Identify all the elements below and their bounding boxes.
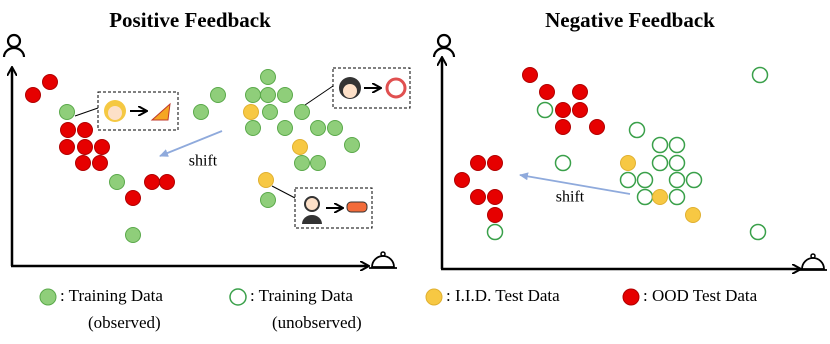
data-point [92,155,108,171]
data-point [260,87,276,103]
data-point [668,136,686,154]
user-icon [432,33,456,59]
data-point [260,69,276,85]
data-point [487,189,503,205]
data-point [292,139,308,155]
data-point [668,154,686,172]
data-point [651,154,669,172]
legend-label: : Training Data [60,286,163,305]
shift-arrow [519,172,631,195]
data-point [258,172,274,188]
data-point [470,155,486,171]
item-icon [368,251,398,269]
data-point [487,155,503,171]
data-point [25,87,41,103]
legend-marker [425,288,443,306]
data-point [77,139,93,155]
data-point [294,155,310,171]
data-point [125,227,141,243]
data-point [619,171,637,189]
data-point [243,104,259,120]
data-point [262,104,278,120]
user-icon [2,33,26,59]
shift-label: shift [189,153,218,170]
shift-label: shift [556,189,585,206]
data-point [109,174,125,190]
legend-note: (unobserved) [272,313,362,332]
example-box [74,91,179,131]
data-point [59,104,75,120]
data-point [554,154,572,172]
shift-arrow [159,130,223,157]
item-icon [798,253,828,271]
data-point [636,188,654,206]
data-point [210,87,226,103]
data-point [522,67,538,83]
example-box [271,185,373,229]
data-point [260,192,276,208]
data-point [749,223,767,241]
legend-marker [622,288,640,306]
data-point [159,174,175,190]
panel-title: Negative Feedback [545,8,715,32]
data-point [294,104,310,120]
data-point [470,189,486,205]
data-point [486,223,504,241]
data-point [751,66,769,84]
data-point [245,120,261,136]
data-point [572,84,588,100]
data-point [327,120,343,136]
data-point [125,190,141,206]
data-point [310,155,326,171]
data-point [572,102,588,118]
data-point [555,119,571,135]
data-point [620,155,636,171]
data-point [144,174,160,190]
legend-note: (observed) [88,313,161,332]
data-point [685,207,701,223]
data-point [454,172,470,188]
data-point [59,139,75,155]
data-point [651,136,669,154]
data-point [245,87,261,103]
data-point [310,120,326,136]
data-point [539,84,555,100]
data-point [277,120,293,136]
data-point [668,171,686,189]
data-point [652,189,668,205]
data-point [344,137,360,153]
data-point [77,122,93,138]
data-point [589,119,605,135]
example-box [304,67,411,109]
legend-label: : OOD Test Data [643,286,758,305]
data-point [487,207,503,223]
data-point [668,188,686,206]
data-point [685,171,703,189]
data-point [75,155,91,171]
data-point [60,122,76,138]
panel-title: Positive Feedback [109,8,271,32]
data-point [536,101,554,119]
data-point [636,171,654,189]
legend-marker [229,288,247,306]
data-point [628,121,646,139]
data-point [42,74,58,90]
legend-label: : I.I.D. Test Data [446,286,560,305]
data-point [193,104,209,120]
data-point [555,102,571,118]
legend-label: : Training Data [250,286,353,305]
data-point [277,87,293,103]
legend-marker [39,288,57,306]
data-point [94,139,110,155]
